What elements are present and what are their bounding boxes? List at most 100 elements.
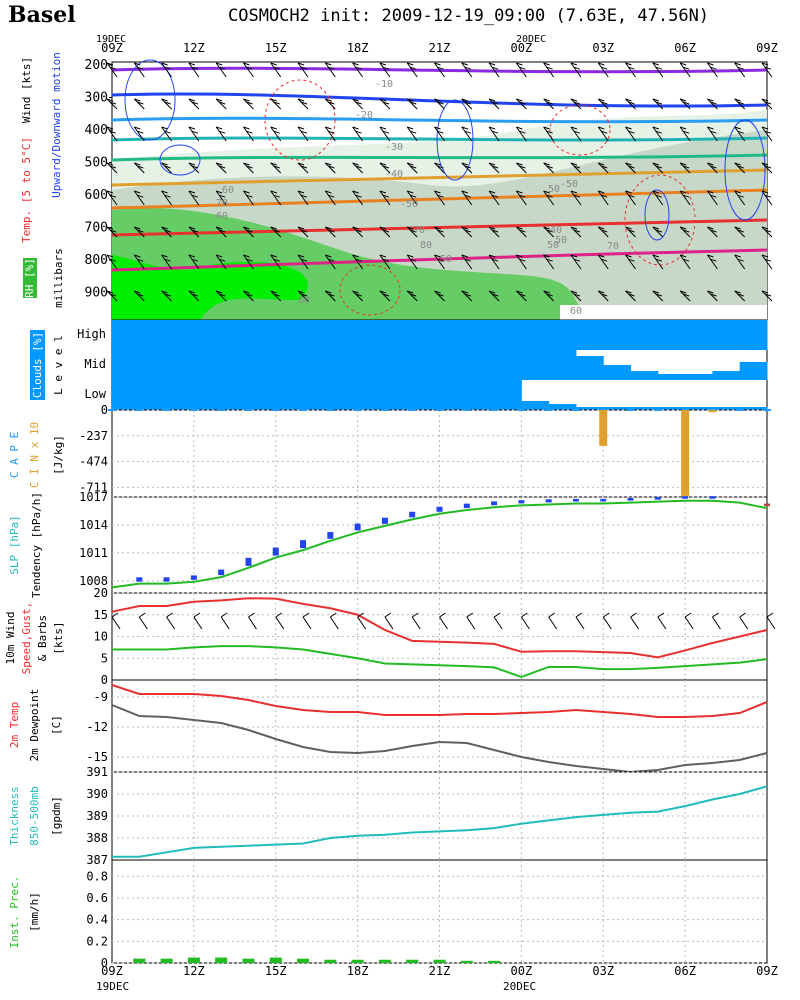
- barb-flag: [434, 162, 441, 166]
- wind-barb: [324, 190, 336, 206]
- cloud-cell: [412, 320, 440, 350]
- y-tick-label: 387: [86, 853, 108, 867]
- barb-flag: [137, 130, 144, 134]
- barb-flag: [191, 165, 199, 169]
- barb-flag: [434, 254, 441, 258]
- barb-shaft: [297, 226, 309, 238]
- precip-bar: [269, 957, 282, 963]
- cloud-cell: [439, 320, 468, 350]
- barb-shaft: [652, 126, 664, 142]
- wind-barb: [597, 190, 609, 206]
- barb-flag: [543, 190, 550, 194]
- wind-barb: [379, 126, 391, 142]
- y-tick-label: 1017: [79, 490, 108, 504]
- barb-flag: [461, 62, 468, 66]
- precip-bar: [460, 960, 473, 963]
- barb-shaft: [488, 62, 500, 78]
- barb-shaft: [434, 190, 445, 206]
- barb-shaft: [270, 62, 282, 78]
- barb-flag: [191, 293, 199, 297]
- y-tick-label: 1011: [79, 546, 108, 560]
- barb-flag: [707, 226, 714, 230]
- cloud-cell: [521, 401, 550, 410]
- barb-flag: [379, 126, 387, 130]
- time-label-top: 00Z: [511, 41, 533, 55]
- wind-barb: [515, 126, 527, 142]
- barb-flag: [297, 62, 305, 66]
- y-tick-label: -12: [86, 720, 108, 734]
- wind-barb: [188, 190, 200, 206]
- barb-shaft: [270, 190, 282, 206]
- y-tick-label: -237: [79, 429, 108, 443]
- barb-shaft: [461, 98, 473, 110]
- barb-flag: [109, 165, 117, 169]
- barb-flag: [764, 229, 772, 233]
- barb-flag: [382, 66, 390, 70]
- barb-shaft: [434, 62, 445, 78]
- barb-shaft: [625, 254, 636, 270]
- barb-flag: [461, 126, 468, 130]
- barb-flag: [109, 66, 117, 70]
- wind-barb: [488, 226, 500, 238]
- barb-shaft: [297, 254, 309, 270]
- cloud-cell: [139, 350, 168, 380]
- barb-flag: [461, 190, 468, 194]
- barb-shaft: [461, 254, 473, 270]
- barb-flag: [164, 130, 171, 134]
- barb-shaft: [297, 190, 309, 206]
- contour-label: 50: [547, 240, 559, 251]
- barb-shaft: [133, 226, 145, 238]
- barb-flag: [246, 194, 253, 198]
- barb-shaft: [215, 290, 227, 302]
- surface-wind-barb: [575, 612, 583, 618]
- contour-label: -50: [560, 179, 578, 190]
- barb-flag: [761, 62, 769, 66]
- barb-flag: [570, 126, 578, 130]
- barb-flag: [216, 62, 223, 66]
- cloud-cell: [275, 320, 304, 350]
- barb-flag: [546, 66, 553, 70]
- barb-flag: [407, 98, 414, 102]
- wind-barb: [379, 62, 391, 78]
- wind-barb: [679, 98, 691, 110]
- barb-flag: [134, 226, 141, 230]
- wind-barb: [570, 98, 582, 110]
- surface-wind-barb: [466, 616, 476, 630]
- barb-shaft: [515, 126, 527, 142]
- wind-barb: [215, 126, 227, 142]
- barb-flag: [628, 229, 635, 233]
- cloud-cell: [548, 320, 577, 350]
- contour-label: -50: [400, 199, 418, 210]
- wind-barb: [161, 254, 172, 270]
- barb-shaft: [243, 190, 254, 206]
- barb-flag: [161, 98, 168, 102]
- y-tick-label: 1014: [79, 518, 108, 532]
- cloud-cell: [603, 407, 632, 410]
- barb-flag: [137, 258, 144, 262]
- wind10-axis-label: 10m Wind: [4, 612, 17, 665]
- barb-flag: [516, 290, 523, 294]
- barb-flag: [761, 126, 769, 130]
- y-tick-label: 5: [101, 651, 108, 665]
- barb-flag: [628, 66, 635, 70]
- barb-shaft: [597, 126, 609, 142]
- wind-barb: [734, 162, 746, 174]
- barb-flag: [328, 101, 335, 105]
- barb-flag: [188, 254, 196, 258]
- barb-flag: [573, 194, 581, 198]
- barb-shaft: [270, 290, 282, 302]
- barb-flag: [598, 226, 605, 230]
- barb-flag: [737, 194, 744, 198]
- barb-flag: [516, 254, 523, 258]
- barb-flag: [352, 290, 359, 294]
- barb-shaft: [516, 226, 527, 238]
- wind-barb: [597, 290, 609, 302]
- wind-barb: [597, 98, 609, 110]
- barb-shaft: [270, 126, 282, 142]
- wind-barb: [270, 98, 282, 110]
- time-label-top: 09Z: [756, 41, 778, 55]
- barb-flag: [164, 101, 171, 105]
- barb-shaft: [543, 190, 555, 206]
- barb-flag: [519, 66, 526, 70]
- barb-flag: [734, 190, 741, 194]
